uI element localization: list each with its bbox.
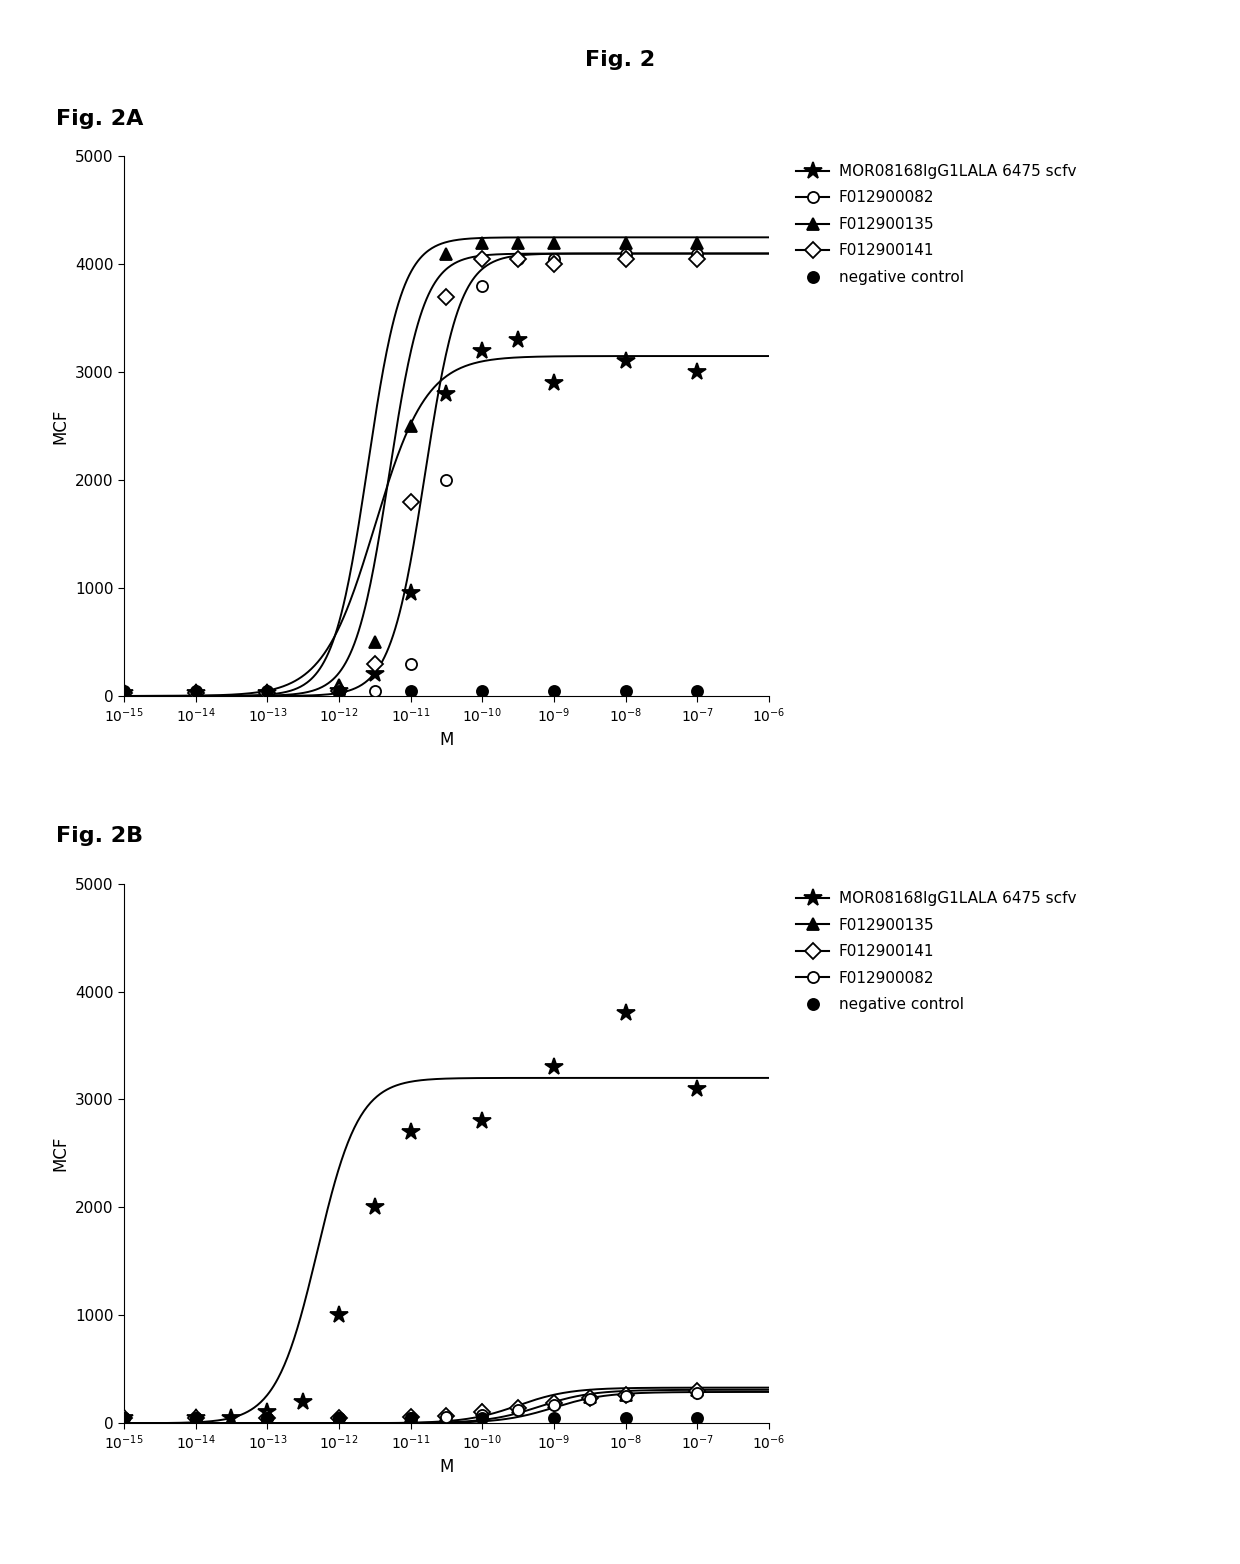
Text: Fig. 2A: Fig. 2A — [56, 109, 143, 130]
Legend: MOR08168IgG1LALA 6475 scfv, F012900082, F012900135, F012900141, negative control: MOR08168IgG1LALA 6475 scfv, F012900082, … — [796, 164, 1076, 285]
Text: Fig. 2: Fig. 2 — [585, 50, 655, 70]
X-axis label: M: M — [439, 730, 454, 749]
Text: Fig. 2B: Fig. 2B — [56, 826, 143, 846]
Y-axis label: MCF: MCF — [51, 1135, 69, 1171]
X-axis label: M: M — [439, 1458, 454, 1476]
Legend: MOR08168IgG1LALA 6475 scfv, F012900135, F012900141, F012900082, negative control: MOR08168IgG1LALA 6475 scfv, F012900135, … — [796, 891, 1076, 1012]
Y-axis label: MCF: MCF — [51, 408, 69, 444]
